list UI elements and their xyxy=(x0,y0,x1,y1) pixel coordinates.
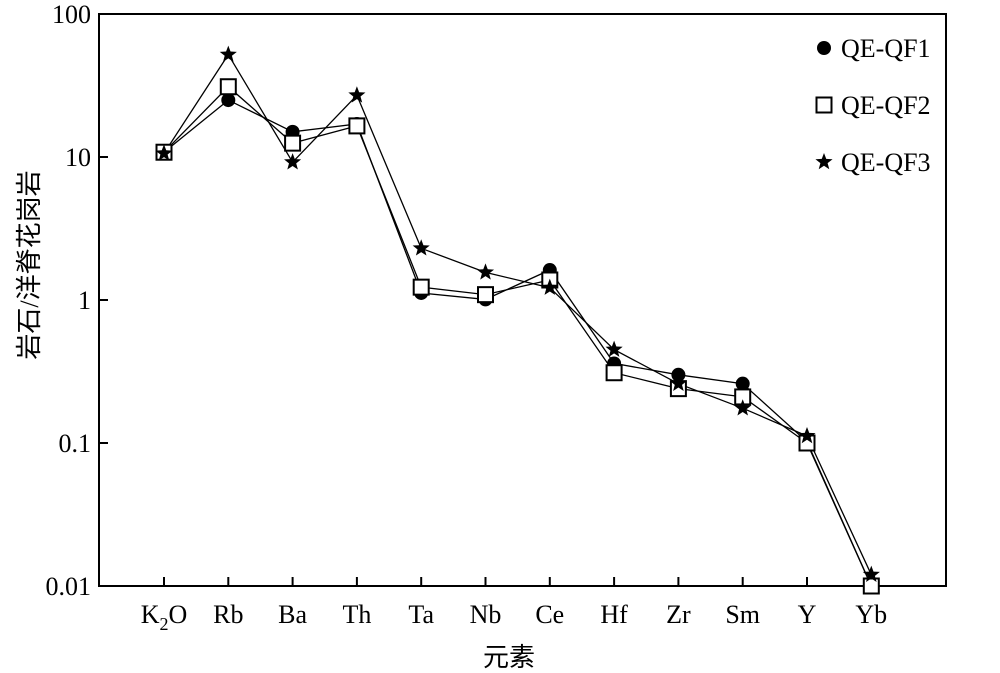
y-tick-label: 10 xyxy=(65,143,91,172)
series-3-point xyxy=(412,239,430,256)
x-tick-label: Zr xyxy=(666,600,691,629)
chart-axes: 0.01 0.1 1 10 100 K2O Rb Ba Th Ta Nb Ce Hf Zr Sm Y Yb xyxy=(46,0,947,634)
y-tick-label: 1 xyxy=(78,286,91,315)
x-tick-label: Rb xyxy=(213,600,243,629)
legend-label-3: QE-QF3 xyxy=(841,148,931,177)
series-line-1 xyxy=(163,99,872,587)
x-axis-title: 元素 xyxy=(483,643,535,672)
x-tick-label: Yb xyxy=(855,600,887,629)
x-tick-label: Ce xyxy=(535,600,564,629)
series-2-point xyxy=(477,286,494,304)
y-tick-label: 100 xyxy=(52,0,91,29)
legend-marker-2 xyxy=(815,96,833,114)
series-3-point xyxy=(734,399,752,416)
y-tick-label: 0.01 xyxy=(46,572,92,601)
series-line-2 xyxy=(163,85,872,587)
series-2-point xyxy=(605,364,623,382)
series-3-point xyxy=(476,263,495,280)
series-3-point xyxy=(348,86,366,103)
legend-marker-1 xyxy=(817,41,831,55)
series-2-point xyxy=(412,278,430,296)
series-2-point xyxy=(862,577,880,595)
series-2-point xyxy=(219,78,237,96)
x-tick-label: K2O xyxy=(141,600,188,634)
x-tick-label: Sm xyxy=(725,600,760,629)
series-3-point xyxy=(669,374,687,391)
series-1-point xyxy=(221,93,236,108)
legend-label-1: QE-QF1 xyxy=(841,34,931,63)
x-tick-label: Y xyxy=(798,600,817,629)
series-1-point xyxy=(735,376,750,391)
series-3-point xyxy=(798,426,816,444)
x-tick-label: Ta xyxy=(408,600,434,629)
series-3-point xyxy=(284,153,302,170)
series-3-point xyxy=(862,565,880,582)
legend-label-2: QE-QF2 xyxy=(841,91,931,120)
x-tick-label: Ba xyxy=(278,600,307,629)
series-2-point xyxy=(348,117,366,135)
y-tick-label: 0.1 xyxy=(59,429,92,458)
legend-marker-3 xyxy=(815,153,833,170)
x-tick-label: Th xyxy=(342,600,371,629)
x-tick-label: Hf xyxy=(600,600,628,629)
y-axis-title: 岩石/洋脊花岗岩 xyxy=(15,170,44,359)
chart-legend: QE-QF1 QE-QF2 QE-QF3 xyxy=(815,34,931,177)
chart-series-layer xyxy=(155,45,880,595)
series-3-point xyxy=(541,278,559,295)
series-3-point xyxy=(219,45,237,62)
series-3-point xyxy=(605,340,623,357)
series-2-point xyxy=(284,134,302,152)
x-tick-label: Nb xyxy=(470,600,502,629)
series-line-3 xyxy=(163,53,872,575)
series-3-point xyxy=(155,144,173,161)
